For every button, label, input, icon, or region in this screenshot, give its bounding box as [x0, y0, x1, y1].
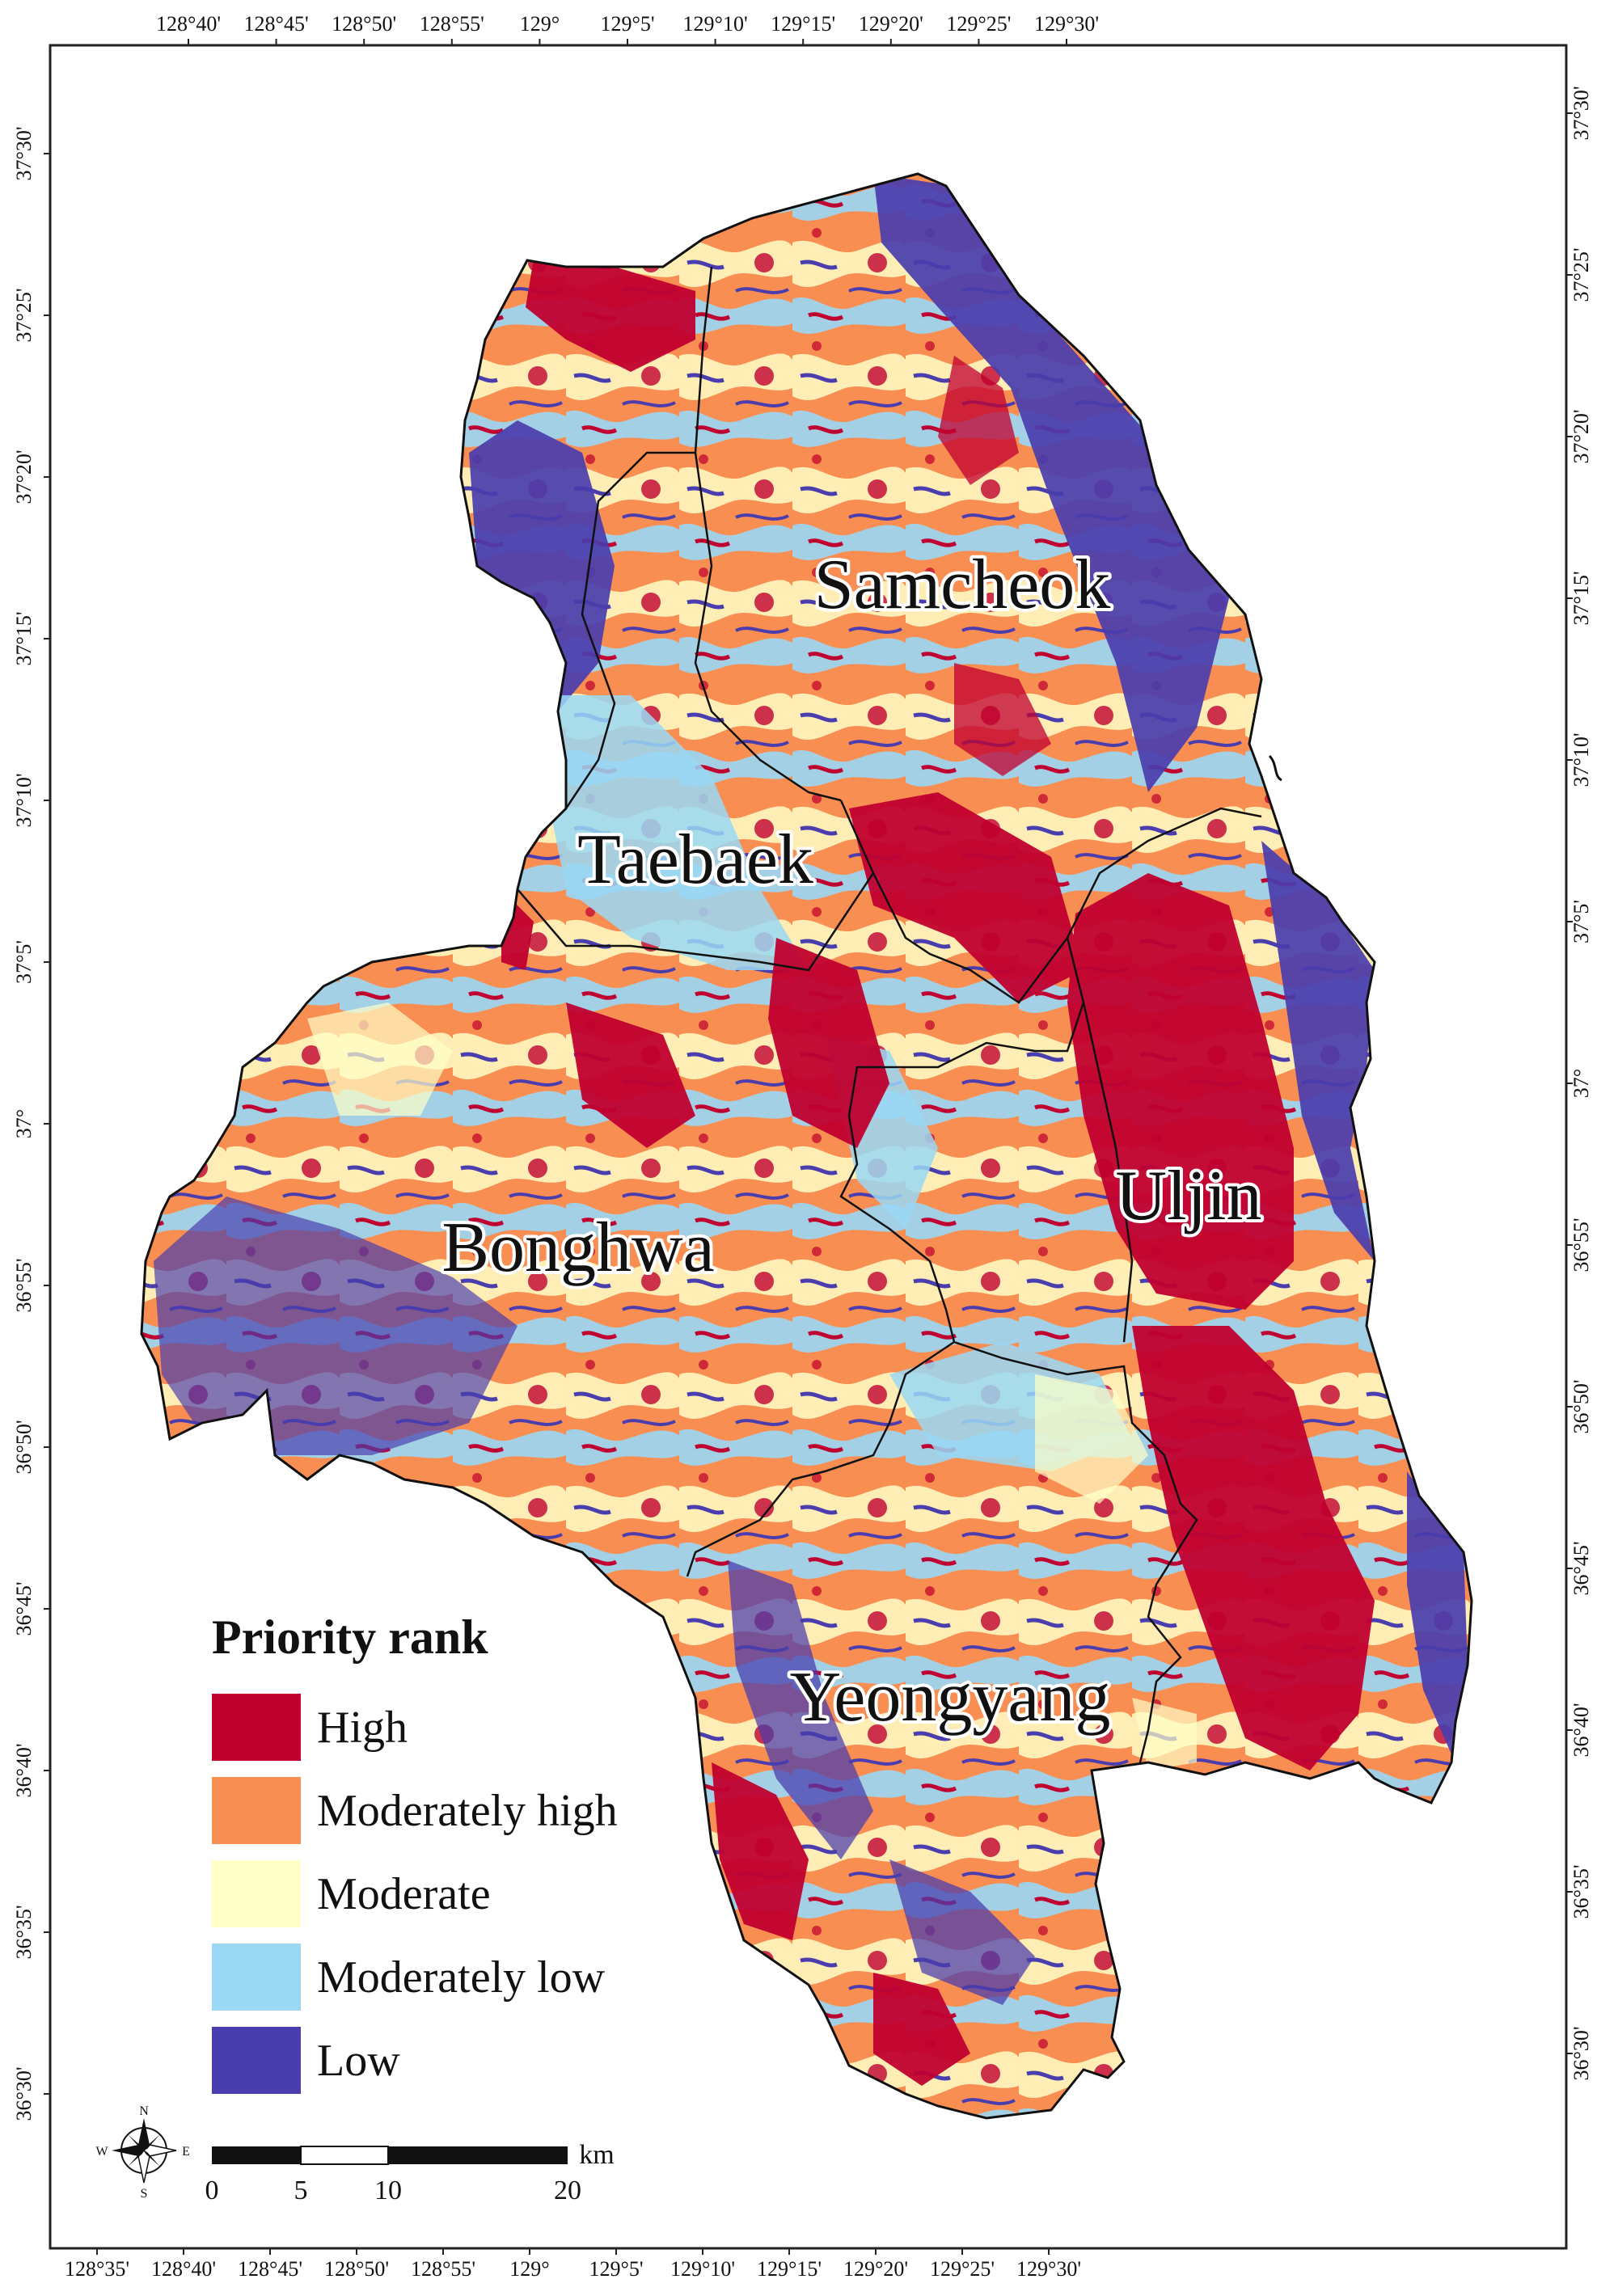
compass-rose: N S E W — [95, 2104, 189, 2201]
scale-label: 0 — [205, 2176, 219, 2205]
bottom-tick-label: 128°40' — [151, 2257, 216, 2281]
top-tick-label: 128°50' — [332, 12, 396, 36]
legend: Priority rank High Moderately high Moderat… — [212, 1610, 618, 2094]
scale-segment-5-10 — [300, 2146, 389, 2165]
compass-s-label: S — [141, 2187, 148, 2201]
right-tick-label: 37°10' — [1569, 732, 1593, 787]
top-tick-label: 128°55' — [420, 12, 484, 36]
samcheok-taebaek-boundary — [694, 266, 842, 802]
bottom-tick-label: 129°5' — [589, 2257, 643, 2281]
legend-item-label: Low — [317, 2036, 400, 2086]
legend-item-label: Moderately high — [317, 1786, 618, 1836]
right-tick-label: 36°55' — [1569, 1218, 1593, 1272]
top-tick-label: 129° — [520, 12, 560, 36]
legend-swatch — [212, 1944, 301, 2011]
scale-label: 20 — [554, 2176, 581, 2205]
legend-item-label: Moderately low — [317, 1952, 606, 2003]
region-label-bonghwa: Bonghwa — [441, 1209, 714, 1287]
yeongyang-uljin-boundary — [953, 1340, 1198, 1763]
bottom-tick-label: 129°20' — [843, 2257, 908, 2281]
bonghwa-east-boundary — [839, 937, 1085, 1343]
right-tick-label: 36°30' — [1569, 2026, 1593, 2080]
bottom-tick-label: 129° — [509, 2257, 549, 2281]
right-tick-label: 36°50' — [1569, 1379, 1593, 1433]
right-tick-label: 37°20' — [1569, 409, 1593, 463]
region-label-uljin: Uljin — [1116, 1157, 1262, 1235]
region-label-samcheok: Samcheok — [814, 546, 1111, 624]
top-tick-label: 128°40' — [156, 12, 221, 36]
scale-label: 5 — [294, 2176, 308, 2205]
left-tick-label: 36°45' — [12, 1581, 36, 1635]
left-tick-label: 36°55' — [12, 1258, 36, 1312]
study-area-outline — [140, 172, 1473, 2120]
scale-segment-10-20 — [388, 2146, 568, 2164]
compass-n-label: N — [139, 2104, 149, 2118]
left-tick-label: 37° — [12, 1109, 36, 1138]
coastline-detail — [1268, 754, 1282, 782]
right-tick-label: 37°25' — [1569, 247, 1593, 302]
compass-w-label: W — [95, 2145, 108, 2159]
top-tick-label: 129°25' — [946, 12, 1011, 36]
left-tick-label: 37°20' — [12, 449, 36, 504]
right-tick-label: 37°15' — [1569, 571, 1593, 625]
bottom-tick-label: 128°35' — [65, 2257, 129, 2281]
top-tick-label: 129°15' — [771, 12, 835, 36]
top-tick-label: 129°10' — [683, 12, 748, 36]
scale-label: 10 — [374, 2176, 402, 2205]
compass-west-arrow — [112, 2145, 144, 2156]
left-tick-label: 36°40' — [12, 1743, 36, 1797]
region-label-yeongyang: Yeongyang — [790, 1658, 1111, 1737]
legend-swatch — [212, 2027, 301, 2094]
left-tick-label: 37°30' — [12, 126, 36, 180]
bottom-tick-label: 129°25' — [930, 2257, 995, 2281]
top-tick-label: 129°20' — [859, 12, 923, 36]
legend-swatch — [212, 1777, 301, 1844]
left-tick-label: 37°15' — [12, 611, 36, 665]
low-priority-zones — [154, 174, 1468, 2005]
left-tick-label: 37°10' — [12, 773, 36, 827]
scale-segment-0-5 — [212, 2146, 301, 2164]
left-tick-label: 37°5' — [12, 940, 36, 984]
bottom-tick-label: 128°55' — [411, 2257, 475, 2281]
region-label-taebaek: Taebaek — [577, 821, 813, 899]
scale-bar: 0 5 10 20 km — [205, 2140, 615, 2205]
bottom-tick-label: 129°15' — [757, 2257, 822, 2281]
right-tick-label: 36°40' — [1569, 1703, 1593, 1757]
compass-north-arrow — [138, 2118, 150, 2150]
right-tick-label: 37°30' — [1569, 86, 1593, 140]
moderate-zones — [307, 1002, 1197, 1771]
legend-item-label: High — [317, 1703, 408, 1753]
right-tick-label: 37°5' — [1569, 900, 1593, 943]
scale-unit: km — [579, 2140, 614, 2170]
bottom-tick-label: 129°10' — [670, 2257, 735, 2281]
bonghwa-south-boundary — [686, 1340, 955, 1577]
bottom-tick-label: 129°30' — [1016, 2257, 1081, 2281]
right-tick-label: 36°35' — [1569, 1864, 1593, 1918]
uljin-west-boundary — [1082, 1002, 1134, 1343]
left-tick-label: 36°35' — [12, 1905, 36, 1959]
taebaek-south-boundary — [517, 872, 875, 972]
top-tick-label: 128°45' — [244, 12, 309, 36]
legend-swatch — [212, 1694, 301, 1761]
bottom-tick-label: 128°50' — [324, 2257, 389, 2281]
admin-boundaries — [517, 266, 1262, 1763]
legend-title: Priority rank — [212, 1610, 488, 1664]
legend-swatch — [212, 1860, 301, 1927]
graticule-ticks: 128°40' 128°45' 128°50' 128°55' 129° 129°5' 12… — [12, 12, 1593, 2281]
compass-e-label: E — [182, 2145, 190, 2159]
bottom-tick-label: 128°45' — [238, 2257, 302, 2281]
taebaek-west-boundary — [564, 451, 695, 809]
right-tick-label: 36°45' — [1569, 1541, 1593, 1595]
legend-item-label: Moderate — [317, 1869, 491, 1919]
left-tick-label: 36°50' — [12, 1420, 36, 1474]
samcheok-south-boundary — [839, 800, 1262, 1004]
top-tick-label: 129°30' — [1034, 12, 1099, 36]
right-tick-label: 37° — [1569, 1069, 1593, 1098]
left-tick-label: 37°25' — [12, 288, 36, 342]
left-tick-label: 36°30' — [12, 2066, 36, 2121]
top-tick-label: 129°5' — [600, 12, 654, 36]
